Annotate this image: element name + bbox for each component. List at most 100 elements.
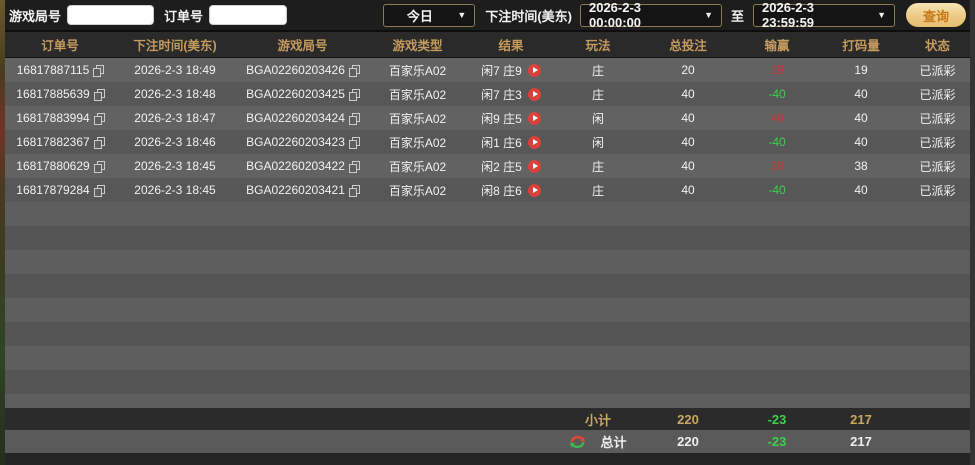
order-number: 16817879284 [16, 183, 90, 197]
copy-icon[interactable] [348, 112, 360, 125]
play-type: 庄 [591, 63, 604, 78]
table-row: 16817887115 2026-2-3 18:49 BGA0226020342… [5, 58, 970, 82]
play-video-icon[interactable] [527, 87, 541, 101]
date-range-select[interactable]: 今日 ▼ [383, 3, 476, 27]
game-result: 闲7 庄9 [481, 63, 522, 78]
subtotal-label: 小计 [584, 412, 611, 428]
copy-icon[interactable] [93, 160, 105, 173]
play-type: 闲 [591, 111, 604, 126]
chevron-down-icon: ▼ [457, 10, 467, 20]
copy-icon[interactable] [348, 160, 360, 173]
total-win-loss: -23 [767, 434, 787, 449]
bet-time: 2026-2-3 18:47 [134, 111, 216, 125]
end-time-value: 2026-2-3 23:59:59 [762, 0, 815, 30]
order-no-label: 订单号 [164, 8, 204, 24]
play-video-icon[interactable] [527, 159, 541, 173]
win-loss: -40 [768, 183, 786, 197]
copy-icon[interactable] [93, 184, 105, 197]
game-result: 闲8 庄6 [481, 183, 522, 198]
subtotal-row: 小计 220 -23 217 [5, 408, 970, 430]
play-video-icon[interactable] [527, 135, 541, 149]
col-header-bet-time: 下注时间(美东) [133, 39, 217, 53]
copy-icon[interactable] [348, 88, 360, 101]
start-time-value: 2026-2-3 00:00:00 [588, 0, 642, 30]
table-row: 16817882367 2026-2-3 18:46 BGA0226020342… [5, 130, 970, 154]
win-loss: 40 [770, 111, 784, 125]
chevron-down-icon: ▼ [877, 10, 886, 20]
start-time-select[interactable]: 2026-2-3 00:00:00 ▼ [579, 0, 722, 30]
copy-icon[interactable] [348, 64, 360, 77]
subtotal-turnover: 217 [850, 411, 872, 427]
total-bet: 40 [681, 159, 695, 173]
status-badge: 已派彩 [919, 87, 956, 102]
vertical-scrollbar[interactable] [970, 0, 975, 465]
col-header-win-loss: 输赢 [764, 39, 790, 53]
play-type: 庄 [591, 159, 604, 174]
table-row: 16817885639 2026-2-3 18:48 BGA0226020342… [5, 82, 970, 106]
game-type: 百家乐A02 [388, 87, 447, 102]
game-result: 闲9 庄5 [481, 111, 522, 126]
order-number: 16817887115 [16, 63, 90, 77]
turnover: 40 [854, 111, 868, 125]
table-body: 16817887115 2026-2-3 18:49 BGA0226020342… [5, 58, 970, 202]
status-badge: 已派彩 [919, 63, 956, 78]
win-loss: -40 [768, 135, 786, 149]
game-result: 闲1 庄6 [481, 135, 522, 150]
col-header-order-no: 订单号 [41, 39, 79, 53]
page-edge-decoration [0, 0, 5, 465]
copy-icon[interactable] [93, 88, 105, 101]
round-number: BGA02260203425 [246, 87, 345, 101]
col-header-play: 玩法 [585, 39, 611, 53]
subtotal-total-bet: 220 [677, 411, 699, 427]
total-bet: 40 [681, 135, 695, 149]
table-row: 16817880629 2026-2-3 18:45 BGA0226020342… [5, 154, 970, 178]
game-type: 百家乐A02 [388, 63, 447, 78]
col-header-status: 状态 [924, 39, 950, 53]
game-result: 闲2 庄5 [481, 159, 522, 174]
bottom-strip [5, 453, 970, 465]
play-video-icon[interactable] [527, 183, 541, 197]
game-type: 百家乐A02 [388, 159, 447, 174]
bet-time: 2026-2-3 18:48 [134, 87, 216, 101]
round-number: BGA02260203426 [246, 63, 345, 77]
game-result: 闲7 庄3 [481, 87, 522, 102]
total-bet: 40 [681, 87, 695, 101]
win-loss: 19 [770, 63, 784, 77]
chevron-down-icon: ▼ [704, 10, 713, 20]
game-round-input[interactable] [67, 5, 155, 25]
bet-time: 2026-2-3 18:45 [134, 183, 216, 197]
game-type: 百家乐A02 [388, 183, 447, 198]
copy-icon[interactable] [93, 112, 105, 125]
copy-icon[interactable] [93, 136, 105, 149]
order-number: 16817885639 [16, 87, 90, 101]
total-row: 总计 220 -23 217 [5, 430, 970, 453]
turnover: 38 [854, 159, 868, 173]
total-bet: 20 [681, 63, 695, 77]
play-video-icon[interactable] [527, 111, 541, 125]
filter-toolbar: 游戏局号 订单号 今日 ▼ 下注时间(美东) 2026-2-3 00:00:00… [5, 0, 970, 32]
toolbar-right-group: 今日 ▼ 下注时间(美东) 2026-2-3 00:00:00 ▼ 至 2026… [383, 0, 966, 30]
copy-icon[interactable] [93, 64, 105, 77]
end-time-select[interactable]: 2026-2-3 23:59:59 ▼ [753, 0, 895, 30]
copy-icon[interactable] [348, 136, 360, 149]
copy-icon[interactable] [348, 184, 360, 197]
col-header-turnover: 打码量 [842, 39, 880, 53]
date-range-value: 今日 [406, 8, 433, 24]
win-loss: 38 [770, 159, 784, 173]
round-number: BGA02260203423 [246, 135, 345, 149]
order-no-input[interactable] [209, 5, 288, 25]
bet-time: 2026-2-3 18:49 [134, 63, 216, 77]
turnover: 40 [854, 183, 868, 197]
bet-time-label: 下注时间(美东) [485, 8, 572, 24]
bet-time: 2026-2-3 18:46 [134, 135, 216, 149]
col-header-round: 游戏局号 [277, 39, 328, 53]
table-row: 16817879284 2026-2-3 18:45 BGA0226020342… [5, 178, 970, 202]
game-type: 百家乐A02 [388, 135, 447, 150]
total-label: 总计 [600, 435, 627, 450]
refresh-icon[interactable] [569, 435, 586, 449]
total-bet: 40 [681, 183, 695, 197]
round-number: BGA02260203422 [246, 159, 345, 173]
query-button[interactable]: 查询 [906, 3, 966, 27]
status-badge: 已派彩 [919, 111, 956, 126]
play-video-icon[interactable] [527, 63, 541, 77]
